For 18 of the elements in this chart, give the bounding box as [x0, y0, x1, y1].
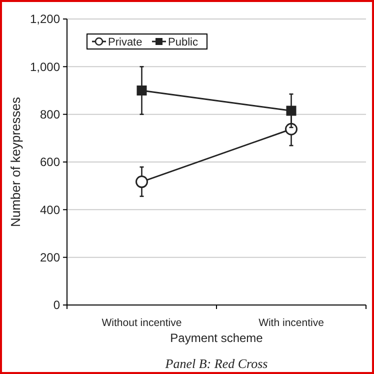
x-axis-title: Payment scheme	[170, 331, 264, 345]
y-tick-label: 1,000	[30, 60, 60, 74]
legend-label: Public	[168, 36, 198, 48]
x-tick-label: Without incentive	[102, 317, 182, 329]
y-tick-label: 1,200	[30, 12, 60, 26]
point	[286, 106, 296, 116]
point	[136, 86, 147, 96]
y-tick-label: 800	[40, 108, 60, 122]
y-tick-label: 200	[40, 250, 60, 265]
legend-label: Private	[108, 36, 142, 48]
text: Panel B: Red Cross	[164, 356, 268, 371]
y-axis-title: Number of keypresses	[8, 96, 23, 228]
y-tick-label: 400	[40, 202, 60, 217]
y-tick-label: 600	[40, 155, 60, 170]
point	[136, 176, 148, 188]
x-tick-label: With incentive	[258, 317, 324, 329]
point	[285, 122, 298, 136]
y-tick-label: 0	[53, 298, 60, 312]
